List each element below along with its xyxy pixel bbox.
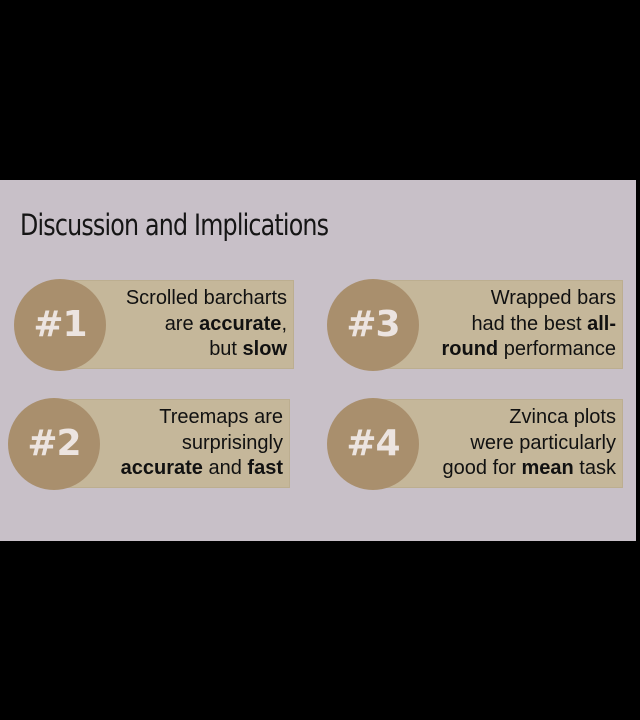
- finding-text-run: but: [209, 338, 243, 361]
- finding-card-1: #1 Scrolled barcharts are accurate, but sl…: [14, 278, 294, 371]
- slide-title: Discussion and Implications: [20, 208, 329, 242]
- number-badge: #1: [14, 278, 106, 371]
- finding-text-run: Wrapped bars: [490, 287, 616, 310]
- emphasis-text: round: [441, 338, 499, 361]
- finding-text-run: Treemaps are: [159, 406, 283, 429]
- finding-line: Scrolled barcharts: [126, 286, 287, 312]
- finding-text-run: had the best: [471, 312, 588, 335]
- finding-text: Wrapped bars had the best all-round perfo…: [413, 280, 617, 369]
- finding-line: were particularly: [470, 431, 616, 457]
- finding-line: Wrapped bars: [491, 286, 616, 312]
- finding-text: Treemaps are surprisingly accurate and fas…: [96, 399, 283, 488]
- finding-card-4: #4 Zvinca plots were particularly good for…: [327, 397, 623, 490]
- finding-line: are accurate,: [165, 312, 287, 338]
- number-badge: #2: [8, 397, 100, 490]
- emphasis-text: accurate: [199, 312, 282, 335]
- finding-line: surprisingly: [182, 431, 283, 457]
- finding-line: Treemaps are: [159, 405, 283, 431]
- emphasis-text: slow: [242, 338, 287, 361]
- emphasis-text: all-: [587, 312, 616, 335]
- finding-text-run: Scrolled barcharts: [125, 287, 287, 310]
- finding-card-3: #3 Wrapped bars had the best all-round pe…: [327, 278, 623, 371]
- number-badge: #4: [327, 397, 419, 490]
- finding-text-run: and: [202, 457, 248, 480]
- finding-card-2: #2 Treemaps are surprisingly accurate and …: [8, 397, 290, 490]
- finding-text-run: are: [164, 312, 200, 335]
- emphasis-text: mean: [521, 457, 574, 480]
- finding-line: Zvinca plots: [509, 405, 616, 431]
- finding-line: accurate and fast: [121, 456, 283, 482]
- finding-text-run: good for: [442, 457, 522, 480]
- finding-line: but slow: [209, 337, 287, 363]
- emphasis-text: accurate: [120, 457, 203, 480]
- emphasis-text: fast: [247, 457, 283, 480]
- finding-line: round performance: [442, 337, 617, 363]
- finding-text-run: Zvinca plots: [509, 406, 616, 429]
- finding-text-run: were particularly: [470, 431, 616, 454]
- finding-text-run: performance: [498, 338, 616, 361]
- finding-line: good for mean task: [443, 456, 616, 482]
- slide: Discussion and Implications #1 Scrolled …: [0, 180, 636, 541]
- number-badge: #3: [327, 278, 419, 371]
- finding-text: Zvinca plots were particularly good for me…: [413, 399, 616, 488]
- finding-text: Scrolled barcharts are accurate, but slow: [104, 280, 287, 369]
- finding-text-run: ,: [281, 312, 287, 335]
- finding-text-run: surprisingly: [181, 431, 283, 454]
- finding-text-run: task: [573, 457, 616, 480]
- finding-line: had the best all-: [471, 312, 616, 338]
